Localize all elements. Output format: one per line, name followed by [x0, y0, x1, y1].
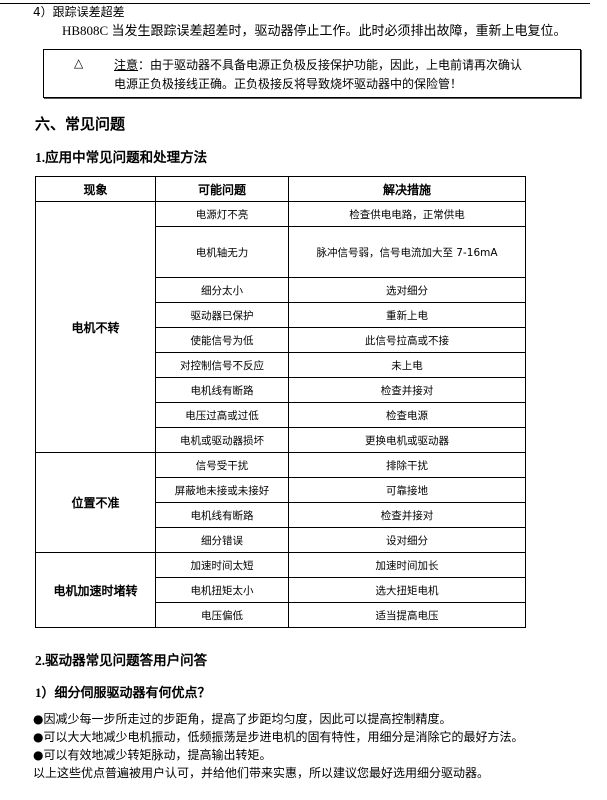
table-row: 对控制信号不反应 未上电 [36, 352, 526, 378]
table-row: 电机或驱动器损坏 更换电机或驱动器 [36, 427, 526, 453]
subsection-title: 1.应用中常见问题和处理方法 [35, 150, 208, 165]
warning-note-box: △ 注意：由于驱动器不具备电源正负极反接保护功能，因此，上电前请再次确认 电源正… [43, 49, 581, 98]
table-row: 细分错误 设对细分 [36, 527, 526, 553]
solution-cell: 此信号拉高或不接 [288, 327, 526, 353]
cause-cell: 信号受干扰 [155, 452, 289, 478]
cause-cell: 细分太小 [155, 277, 289, 303]
table-row: 电机线有断路 检查并接对 [36, 377, 526, 403]
table-row: 电压偏低 适当提高电压 [36, 602, 526, 628]
cause-cell: 对控制信号不反应 [155, 352, 289, 378]
solution-cell: 检查供电电路，正常供电 [288, 201, 526, 227]
cause-cell: 屏蔽地未接或未接好 [155, 477, 289, 503]
table-row: 电机线有断路 检查并接对 [36, 502, 526, 528]
solution-cell: 适当提高电压 [288, 602, 526, 628]
solution-cell: 检查电源 [288, 402, 526, 428]
symptom-cell: 位置不准 [35, 452, 156, 553]
cause-cell: 电压偏低 [155, 602, 289, 628]
bullet-1: ●因减少每一步所走过的步距角，提高了步距均匀度，因此可以提高控制精度。 [33, 712, 452, 726]
cause-cell: 电源灯不亮 [155, 201, 289, 227]
solution-cell: 选对细分 [288, 277, 526, 303]
note-text-1: ：由于驱动器不具备电源正负极反接保护功能，因此，上电前请再次确认 [138, 58, 523, 72]
table-row: 驱动器已保护 重新上电 [36, 302, 526, 328]
cause-cell: 细分错误 [155, 527, 289, 553]
warning-triangle-icon: △ [74, 56, 84, 70]
solution-cell: 可靠接地 [288, 477, 526, 503]
cause-cell: 电机线有断路 [155, 377, 289, 403]
cause-cell: 电机轴无力 [155, 226, 289, 278]
note-line2: 电源正负极接线正确。正负极接反将导致烧坏驱动器中的保险管！ [114, 77, 463, 91]
cause-cell: 驱动器已保护 [155, 302, 289, 328]
header-cause: 可能问题 [155, 176, 289, 202]
solution-cell: 未上电 [288, 352, 526, 378]
cause-cell: 电机或驱动器损坏 [155, 427, 289, 453]
cause-cell: 使能信号为低 [155, 327, 289, 353]
solution-cell: 排除干扰 [288, 452, 526, 478]
solution-cell: 检查并接对 [288, 377, 526, 403]
solution-cell: 设对细分 [288, 527, 526, 553]
solution-cell: 更换电机或驱动器 [288, 427, 526, 453]
item-title: 4）跟踪误差超差 [33, 5, 125, 19]
symptom-cell: 电机加速时堵转 [35, 552, 156, 628]
solution-cell: 检查并接对 [288, 502, 526, 528]
cause-cell: 电压过高或过低 [155, 402, 289, 428]
table-row: 位置不准 信号受干扰 排除干扰 [35, 452, 526, 553]
cause-cell: 电机线有断路 [155, 502, 289, 528]
note-line1: 注意：由于驱动器不具备电源正负极反接保护功能，因此，上电前请再次确认 [114, 56, 522, 73]
bullet-3: ●可以有效地减少转矩脉动，提高输出转矩。 [33, 748, 272, 762]
table-row: 电机轴无力 脉冲信号弱，信号电流加大至 7-16mA [36, 226, 526, 278]
troubleshooting-table: 现象 可能问题 解决措施 电机不转 电源灯不亮 检查供电电路，正常供电 电机轴无力 脉冲… [35, 176, 526, 628]
header-solution: 解决措施 [288, 176, 526, 202]
conclusion: 以上这些优点普遍被用户认可，并给他们带来实惠，所以建议您最好选用细分驱动器。 [33, 766, 490, 780]
question-1: 1）细分伺服驱动器有何优点？ [35, 685, 211, 700]
note-label: 注意 [114, 58, 139, 72]
solution-cell: 脉冲信号弱，信号电流加大至 7-16mA [288, 226, 526, 278]
bullet-2: ●可以大大地减少电机振动，低频振荡是步进电机的固有特性，用细分是消除它的最好方法… [33, 730, 524, 744]
solution-cell: 选大扭矩电机 [288, 577, 526, 603]
table-row: 电机不转 电源灯不亮 检查供电电路，正常供电 [35, 201, 526, 453]
table-row: 电压过高或过低 检查电源 [36, 402, 526, 428]
cause-cell: 电机扭矩太小 [155, 577, 289, 603]
symptom-cell: 电机不转 [35, 201, 156, 453]
header-symptom: 现象 [35, 176, 156, 202]
table-row: 电机加速时堵转 加速时间太短 加速时间加长 [35, 552, 526, 628]
solution-cell: 重新上电 [288, 302, 526, 328]
cause-cell: 加速时间太短 [155, 552, 289, 578]
table-row: 电机扭矩太小 选大扭矩电机 [36, 577, 526, 603]
section2-title: 2.驱动器常见问题答用户问答 [35, 653, 208, 668]
top-rule [0, 3, 590, 4]
section-title: 六、常见问题 [35, 115, 126, 133]
table-row: 使能信号为低 此信号拉高或不接 [36, 327, 526, 353]
table-row: 细分太小 选对细分 [36, 277, 526, 303]
solution-cell: 加速时间加长 [288, 552, 526, 578]
item-text: HB808C 当发生跟踪误差超差时，驱动器停止工作。此时必须排出故障，重新上电复… [62, 23, 567, 38]
